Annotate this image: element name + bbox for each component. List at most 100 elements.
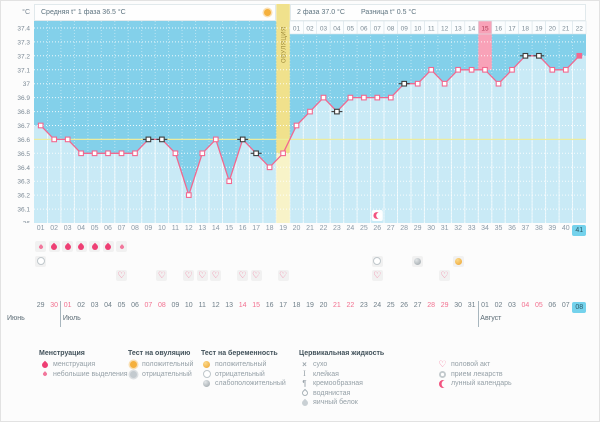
- intercourse-marker[interactable]: ♡: [116, 270, 127, 281]
- intercourse-marker[interactable]: ♡: [371, 270, 383, 281]
- lunar-calendar-marker[interactable]: [371, 210, 383, 221]
- temp-point[interactable]: [293, 122, 300, 129]
- temp-point[interactable]: [145, 136, 152, 143]
- cycle-day-number[interactable]: 10: [157, 225, 166, 232]
- calendar-date[interactable]: 08: [572, 301, 587, 313]
- cycle-day-number[interactable]: 40: [561, 225, 570, 232]
- temp-point[interactable]: [522, 52, 529, 59]
- calendar-date[interactable]: 28: [427, 301, 436, 309]
- calendar-date[interactable]: 02: [77, 301, 85, 309]
- cycle-day-number[interactable]: 14: [211, 225, 220, 232]
- spotting-marker[interactable]: [116, 241, 127, 252]
- intercourse-marker[interactable]: ♡: [196, 270, 208, 281]
- intercourse-marker[interactable]: ♡: [439, 270, 451, 281]
- temp-point[interactable]: [549, 66, 556, 73]
- cycle-day-number[interactable]: 19: [279, 225, 287, 232]
- temp-point[interactable]: [159, 136, 165, 143]
- cycle-day-number[interactable]: 27: [386, 225, 395, 232]
- phase2-day-cell[interactable]: [572, 20, 587, 35]
- cycle-day-number[interactable]: 08: [131, 225, 139, 232]
- calendar-date[interactable]: 31: [467, 301, 476, 309]
- calendar-date[interactable]: 30: [454, 301, 462, 309]
- spotting-marker[interactable]: [35, 241, 47, 252]
- calendar-date[interactable]: 07: [144, 301, 153, 309]
- calendar-date[interactable]: 18: [292, 301, 301, 309]
- temp-point[interactable]: [266, 164, 273, 171]
- cycle-day-number[interactable]: 22: [319, 225, 328, 232]
- cycle-day-number[interactable]: 09: [144, 225, 153, 232]
- cycle-day-number[interactable]: 23: [332, 225, 341, 232]
- intercourse-marker[interactable]: ♡: [156, 270, 168, 281]
- temp-point[interactable]: [307, 108, 313, 115]
- temp-point[interactable]: [347, 94, 354, 101]
- cycle-day-number[interactable]: 07: [117, 225, 126, 232]
- temp-point[interactable]: [536, 52, 542, 59]
- calendar-date[interactable]: 21: [332, 301, 341, 309]
- menstruation-marker[interactable]: [48, 241, 60, 252]
- cycle-day-number[interactable]: 04: [77, 225, 85, 232]
- calendar-date[interactable]: 17: [279, 301, 287, 309]
- calendar-date[interactable]: 11: [198, 301, 206, 309]
- calendar-date[interactable]: 14: [238, 301, 247, 309]
- cycle-day-number[interactable]: 37: [521, 225, 530, 232]
- temp-point[interactable]: [37, 122, 44, 129]
- menstruation-marker[interactable]: [75, 241, 87, 252]
- cycle-day-number[interactable]: 03: [63, 225, 72, 232]
- calendar-date[interactable]: 29: [440, 301, 449, 309]
- cycle-day-number[interactable]: 06: [104, 225, 112, 232]
- calendar-date[interactable]: 20: [319, 301, 328, 309]
- calendar-date[interactable]: 08: [157, 301, 166, 309]
- cycle-day-number[interactable]: 25: [359, 225, 368, 232]
- cycle-day-number[interactable]: 02: [50, 225, 59, 232]
- temp-point[interactable]: [387, 94, 394, 101]
- calendar-date[interactable]: 29: [36, 301, 45, 309]
- cycle-day-number[interactable]: 32: [454, 225, 462, 232]
- pregnancy-test-weak_positive-marker[interactable]: [412, 255, 424, 267]
- temp-point[interactable]: [253, 150, 259, 157]
- cycle-day-number[interactable]: 18: [265, 225, 274, 232]
- calendar-date[interactable]: 06: [131, 301, 139, 309]
- calendar-date[interactable]: 24: [373, 301, 382, 309]
- temp-point[interactable]: [562, 66, 569, 73]
- calendar-date[interactable]: 22: [346, 301, 355, 309]
- menstruation-marker[interactable]: [89, 241, 101, 252]
- cycle-day-number[interactable]: 24: [346, 225, 355, 232]
- temp-point[interactable]: [239, 136, 246, 143]
- cycle-day-number[interactable]: 41: [572, 225, 587, 236]
- temp-point[interactable]: [132, 150, 138, 157]
- calendar-date[interactable]: 09: [171, 301, 180, 309]
- cycle-day-number[interactable]: 01: [36, 225, 45, 232]
- intercourse-marker[interactable]: ♡: [277, 270, 289, 281]
- cycle-day-number[interactable]: 21: [306, 225, 314, 232]
- temp-point[interactable]: [185, 192, 192, 198]
- intercourse-marker[interactable]: ♡: [237, 270, 249, 281]
- cycle-day-number[interactable]: 34: [481, 225, 489, 232]
- calendar-date[interactable]: 26: [400, 301, 409, 309]
- temp-point[interactable]: [334, 108, 340, 115]
- temp-point[interactable]: [199, 150, 206, 157]
- calendar-date[interactable]: 30: [50, 301, 59, 309]
- temp-point[interactable]: [455, 66, 461, 73]
- calendar-date[interactable]: 01: [481, 301, 489, 309]
- temp-point[interactable]: [118, 150, 125, 157]
- cycle-day-number[interactable]: 36: [508, 225, 516, 232]
- cycle-day-number[interactable]: 38: [534, 225, 543, 232]
- temp-point[interactable]: [495, 80, 502, 87]
- temp-point[interactable]: [212, 136, 219, 143]
- calendar-date[interactable]: 01: [63, 301, 72, 309]
- cycle-day-number[interactable]: 17: [252, 225, 260, 232]
- cycle-day-number[interactable]: 15: [225, 225, 234, 232]
- calendar-date[interactable]: 04: [104, 301, 112, 309]
- cycle-day-number[interactable]: 30: [427, 225, 436, 232]
- temp-point[interactable]: [78, 150, 84, 157]
- cycle-day-number[interactable]: 05: [90, 225, 99, 232]
- cycle-day-number[interactable]: 39: [548, 225, 557, 232]
- temp-point[interactable]: [105, 150, 111, 157]
- intercourse-marker[interactable]: ♡: [183, 270, 195, 281]
- cycle-day-number[interactable]: 12: [184, 225, 193, 232]
- intercourse-marker[interactable]: ♡: [250, 270, 262, 281]
- pregnancy-test-positive-marker[interactable]: [452, 255, 464, 267]
- cycle-day-number[interactable]: 28: [400, 225, 409, 232]
- calendar-date[interactable]: 06: [548, 301, 557, 309]
- temp-point[interactable]: [576, 52, 583, 59]
